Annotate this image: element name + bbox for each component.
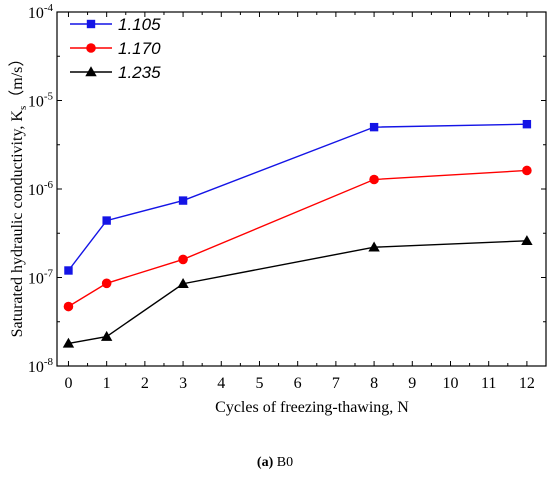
data-point [369, 122, 379, 132]
figure-caption: (a) B0 [0, 455, 550, 471]
data-point [178, 196, 188, 205]
series-layer [62, 119, 533, 348]
legend-marker [86, 19, 96, 29]
legend-marker [86, 43, 96, 53]
x-tick-label: 2 [141, 375, 149, 392]
data-point [522, 165, 532, 176]
x-tick-label: 11 [481, 375, 496, 392]
data-point [522, 119, 532, 129]
caption-text: B0 [273, 455, 294, 470]
y-tick-label: 10-6 [28, 179, 54, 199]
legend-marker [85, 66, 97, 77]
x-tick-label: 5 [255, 375, 263, 392]
data-point [369, 174, 379, 185]
data-point [63, 301, 74, 312]
data-point [521, 235, 533, 246]
data-point [178, 254, 188, 265]
data-point [368, 241, 380, 252]
y-axis-label-unit: （m/s） [8, 51, 26, 106]
series-line [67, 123, 527, 271]
series-line [68, 240, 527, 345]
legend-label: 1.105 [118, 15, 161, 34]
legend-label: 1.170 [118, 39, 161, 58]
data-point [177, 278, 189, 289]
data-point [64, 266, 73, 275]
x-tick-label: 12 [519, 375, 535, 392]
y-axis-label-main: Saturated hydraulic conductivity, K [9, 110, 26, 338]
data-point [102, 216, 111, 225]
x-tick-label: 6 [294, 375, 302, 392]
x-tick-label: 1 [103, 375, 111, 392]
y-axis-label: Saturated hydraulic conductivity, Ks（m/s… [8, 51, 29, 338]
y-axis-label-subscript: s [17, 106, 29, 110]
y-tick-label: 10-5 [28, 91, 54, 111]
series-line [68, 169, 527, 308]
x-axis-label: Cycles of freezing-thawing, N [215, 399, 409, 416]
x-tick-label: 0 [64, 375, 72, 392]
x-tick-label: 9 [408, 375, 416, 392]
x-tick-label: 8 [370, 375, 378, 392]
data-point [62, 337, 75, 348]
caption-label: (a) [256, 455, 274, 470]
y-tick-label: 10-4 [28, 2, 54, 22]
legend-label: 1.235 [118, 63, 161, 82]
data-point [101, 278, 112, 289]
x-tick-label: 7 [332, 375, 340, 392]
y-tick-label: 10-7 [28, 268, 54, 288]
data-point [100, 330, 113, 341]
x-tick-label: 10 [442, 375, 458, 392]
x-tick-label: 3 [179, 375, 187, 392]
y-tick-label: 10-8 [28, 356, 54, 376]
legend: 1.105 1.170 1.235 [70, 15, 161, 82]
x-tick-label: 4 [217, 375, 225, 392]
